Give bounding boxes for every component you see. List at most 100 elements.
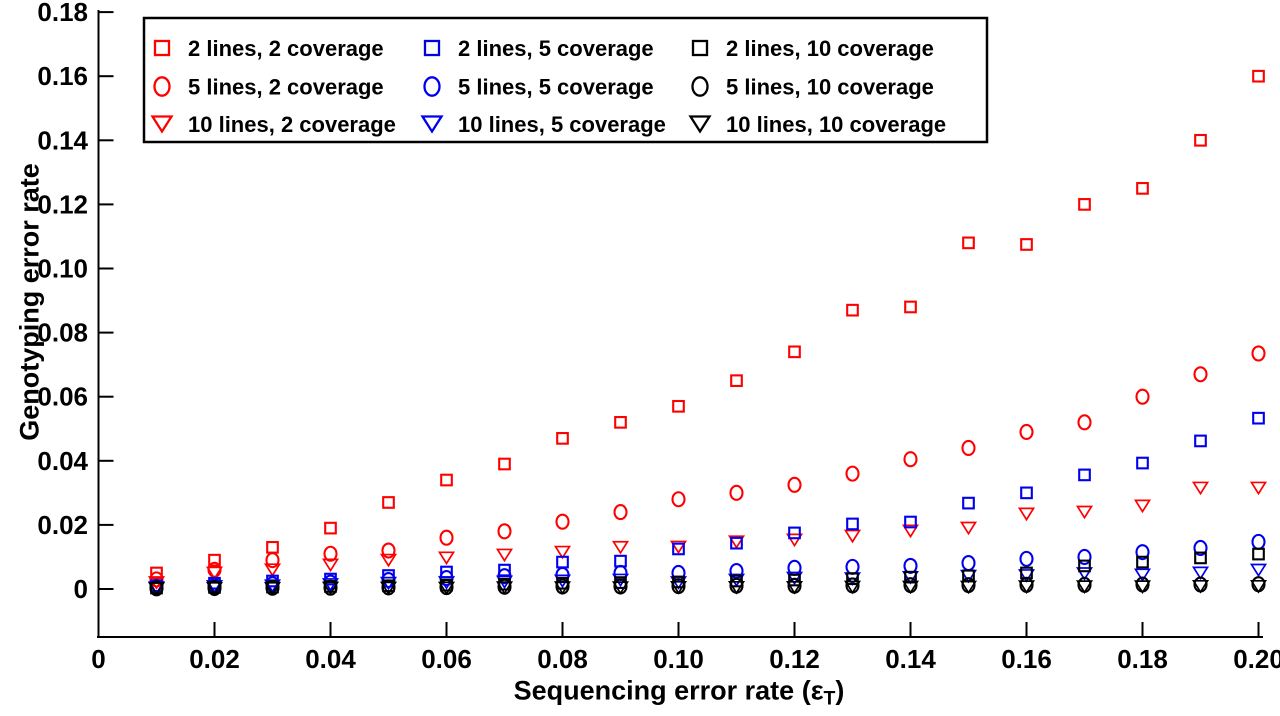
data-point-triangle-marker	[495, 581, 514, 595]
data-point-circle-marker	[729, 484, 744, 501]
x-tick-label: 0.02	[189, 644, 240, 674]
data-point-square-marker	[1136, 182, 1149, 195]
data-point-triangle-marker	[1249, 563, 1268, 578]
data-point-circle-marker	[1077, 414, 1092, 431]
data-point-circle-marker	[1135, 388, 1150, 405]
legend-label: 5 lines, 5 coverage	[458, 75, 654, 100]
data-point-square-marker	[1020, 486, 1033, 500]
data-point-triangle-marker	[1133, 499, 1152, 514]
data-point-circle-marker	[381, 542, 396, 559]
data-point-triangle-marker	[205, 566, 224, 581]
data-point-square-marker	[1078, 468, 1091, 482]
data-point-triangle-marker	[379, 553, 398, 568]
data-point-triangle-marker	[147, 582, 166, 596]
data-point-triangle-marker	[1191, 566, 1210, 581]
data-point-triangle-marker	[553, 545, 572, 560]
data-point-circle-marker	[1251, 345, 1266, 362]
y-tick-label: 0.12	[37, 189, 88, 219]
data-point-circle-marker	[265, 552, 280, 569]
data-point-square-marker	[1136, 555, 1149, 569]
y-tick-label: 0.04	[37, 446, 88, 476]
legend-label: 5 lines, 10 coverage	[726, 75, 934, 100]
data-point-square-marker	[730, 536, 743, 550]
data-point-triangle-marker	[263, 581, 282, 596]
data-point-square-marker	[266, 540, 279, 554]
data-point-triangle-marker	[785, 571, 804, 586]
y-tick-label: 0.14	[37, 125, 88, 155]
data-point-triangle-marker	[727, 580, 746, 595]
data-point-circle-marker	[497, 523, 512, 540]
y-tick-label: 0.16	[37, 61, 88, 91]
x-tick-label: 0.06	[421, 644, 472, 674]
epsilon-subscript: T	[823, 687, 836, 710]
legend-label: 10 lines, 2 coverage	[188, 112, 396, 137]
x-tick-label: 0	[91, 644, 105, 674]
x-tick-label: 0.16	[1001, 644, 1052, 674]
data-point-square-marker	[556, 432, 569, 445]
data-point-triangle-marker	[669, 580, 688, 595]
data-point-square-marker	[962, 496, 975, 510]
data-point-square-marker	[904, 570, 917, 584]
legend-label: 10 lines, 5 coverage	[458, 112, 666, 137]
data-point-square-marker	[904, 300, 917, 314]
series-5-lines-2-coverage	[149, 345, 1266, 588]
data-point-triangle-marker	[1191, 579, 1210, 594]
data-point-circle-marker	[1135, 544, 1150, 561]
data-point-square-marker	[1252, 69, 1265, 83]
data-point-triangle-marker	[785, 580, 804, 595]
axes: 0 0.02 0.04 0.06 0.08 0.10 0.12 0.14 0.16 0.18 0 0.…	[37, 0, 1280, 674]
data-point-square-marker	[1252, 547, 1265, 561]
data-point-triangle-marker	[843, 580, 862, 595]
data-point-triangle-marker	[1075, 567, 1094, 581]
data-point-circle-marker	[903, 557, 918, 574]
data-point-square-marker	[788, 345, 801, 359]
epsilon-symbol: ε	[810, 675, 824, 706]
y-tick-label: 0	[74, 574, 88, 604]
data-point-square-marker	[1136, 456, 1149, 470]
data-point-triangle-marker	[1133, 568, 1152, 583]
data-point-circle-marker	[903, 451, 918, 468]
data-point-triangle-marker	[437, 581, 456, 596]
legend-square-marker	[153, 39, 171, 57]
data-point-triangle-marker	[1191, 481, 1210, 496]
data-point-circle-marker	[671, 491, 686, 508]
x-tick-label: 0.14	[885, 644, 936, 674]
data-point-triangle-marker	[205, 581, 224, 596]
data-point-circle-marker	[555, 513, 570, 530]
legend-triangle-marker	[150, 115, 174, 134]
data-point-triangle-marker	[611, 581, 630, 595]
data-point-square-marker	[962, 236, 975, 250]
data-point-circle-marker	[1193, 539, 1208, 557]
data-point-square-marker	[498, 563, 511, 577]
series-2-lines-2-coverage	[150, 69, 1265, 580]
data-point-square-marker	[1078, 198, 1091, 211]
data-point-circle-marker	[961, 554, 976, 572]
series-10-lines-10-coverage	[147, 579, 1268, 596]
data-point-square-marker	[324, 521, 337, 535]
data-point-triangle-marker	[1133, 580, 1152, 594]
legend-label: 2 lines, 10 coverage	[726, 36, 934, 61]
legend-triangle-marker	[688, 115, 712, 134]
legend-label: 2 lines, 2 coverage	[188, 36, 384, 61]
data-point-triangle-marker	[727, 535, 746, 550]
y-tick-label: 0.08	[37, 318, 88, 348]
data-point-triangle-marker	[843, 529, 862, 544]
data-point-square-marker	[672, 542, 685, 556]
x-tick-label: 0.12	[769, 644, 820, 674]
x-tick-label: 0.08	[537, 644, 588, 674]
legend-square-marker	[691, 39, 709, 57]
data-point-circle-marker	[323, 545, 338, 562]
data-point-triangle-marker	[611, 540, 630, 555]
data-point-square-marker	[1078, 559, 1091, 573]
legend-label: 10 lines, 10 coverage	[726, 112, 946, 137]
data-point-triangle-marker	[1075, 580, 1094, 594]
data-point-circle-marker	[787, 476, 802, 493]
data-point-triangle-marker	[379, 581, 398, 596]
data-point-triangle-marker	[1249, 579, 1268, 594]
series-2-lines-10-coverage	[150, 547, 1265, 595]
x-axis-title: Sequencing error rate (εT)	[514, 675, 845, 710]
data-point-square-marker	[1194, 434, 1207, 448]
data-point-circle-marker	[1251, 533, 1266, 550]
